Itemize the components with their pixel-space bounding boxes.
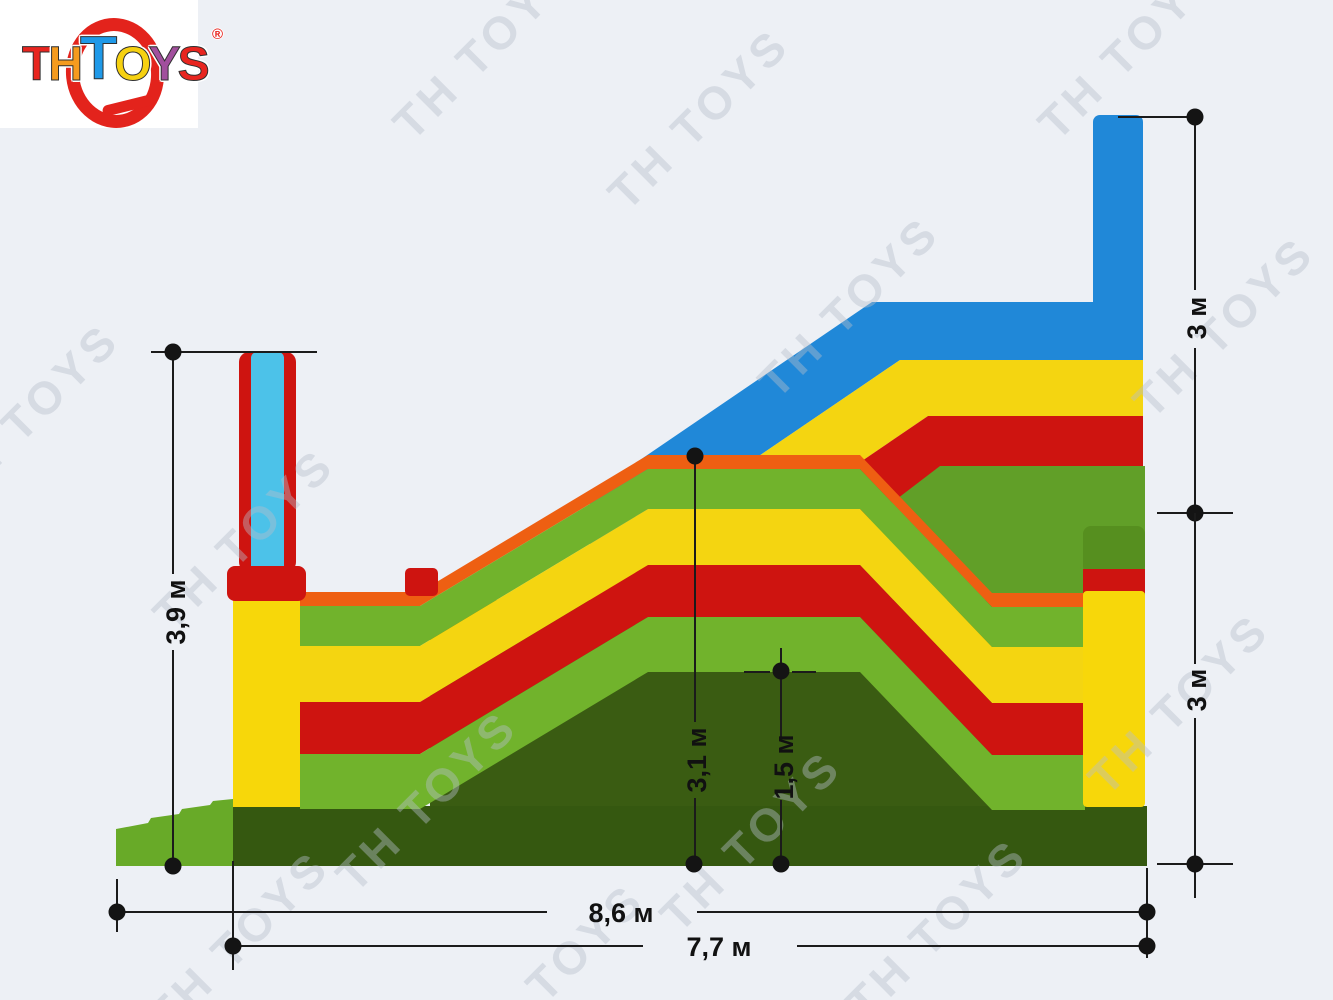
logo-letter: S [177, 38, 210, 91]
dim-dot [686, 447, 704, 465]
logo-letter: O [114, 38, 152, 91]
front-wall-red-band [300, 565, 1085, 755]
front-wall-orange-rim [300, 455, 1085, 607]
dimension-left-height: 3,9 м [161, 579, 191, 644]
rim-red-post [405, 568, 438, 596]
dim-dot [1186, 108, 1204, 126]
rear-blue-pillar [1093, 115, 1143, 311]
dimension-right-lower: 3 м [1182, 669, 1212, 712]
dim-dot [1186, 855, 1204, 873]
dim-dot [224, 937, 242, 955]
logo-backdrop [0, 0, 198, 128]
dimension-base-length: 7,7 м [686, 932, 751, 962]
dim-dot [1138, 903, 1156, 921]
left-column-red-collar [227, 566, 306, 601]
dim-dot [772, 855, 790, 873]
base-mat [233, 806, 1147, 866]
dim-dot [108, 903, 126, 921]
front-wall-green-band-bottom [300, 617, 1085, 810]
left-column-yellow [233, 598, 300, 807]
dimension-right-upper: 3 м [1182, 297, 1212, 340]
entry-ramp-steps [116, 799, 233, 866]
left-pillar-cyan [251, 352, 284, 572]
back-wall-blue-band [590, 302, 1143, 571]
right-column-red-collar [1083, 569, 1145, 593]
watermark-text: TH TOYS [1123, 226, 1325, 428]
front-wall-green-band-top [300, 469, 1085, 647]
dimension-slide-height: 3,1 м [682, 727, 712, 792]
registered-mark: ® [212, 26, 224, 43]
logo-letter: T [21, 38, 51, 91]
dim-dot [685, 855, 703, 873]
logo-letter: T [79, 24, 117, 92]
right-column-yellow [1083, 591, 1145, 807]
dim-dot [164, 343, 182, 361]
dimension-opening-height: 1,5 м [769, 734, 799, 799]
dim-dot [772, 662, 790, 680]
watermark-text: TH TOYS [598, 18, 800, 220]
dim-dot [164, 857, 182, 875]
logo-letter: Y [148, 38, 181, 91]
dimension-annotations: 3,9 м 3,1 м 1,5 м 3 м [108, 108, 1233, 970]
right-column-green-cap [1083, 526, 1145, 574]
dim-dot [1138, 937, 1156, 955]
watermark-text: TH TOYS [453, 873, 655, 1000]
front-wall-yellow-band [300, 509, 1085, 703]
watermark-text: TH TOYS [0, 313, 130, 515]
logo-letter: H [48, 38, 84, 91]
watermark-text: TH TOYS [383, 0, 585, 150]
bouncer-illustration [116, 115, 1147, 866]
dimension-overall-length: 8,6 м [588, 898, 653, 928]
